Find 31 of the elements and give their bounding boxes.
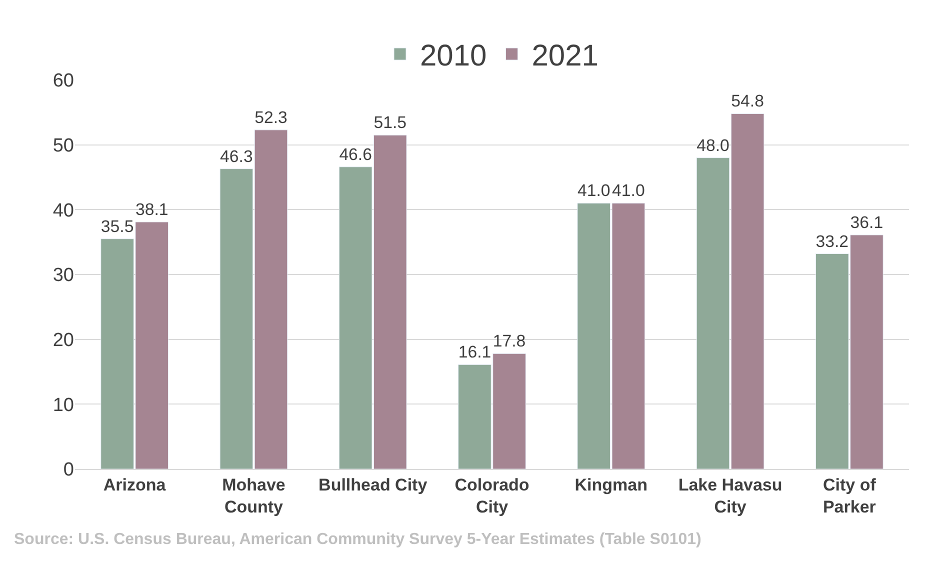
data-label: 46.3 (220, 146, 253, 166)
legend-label: 2021 (532, 40, 598, 73)
data-label: 16.1 (458, 342, 492, 362)
y-tick-label: 30 (52, 265, 74, 286)
data-label: 35.5 (100, 216, 134, 236)
x-tick-label: City of Parker (822, 475, 876, 516)
y-tick-label: 40 (52, 200, 74, 222)
x-tick-label: Mohave County (222, 475, 286, 516)
data-label: 48.0 (696, 136, 730, 155)
y-tick-label: 20 (52, 330, 74, 351)
data-label: 54.8 (731, 92, 764, 111)
data-label: 41.0 (577, 181, 610, 200)
data-label: 33.2 (816, 232, 849, 251)
x-tick-label: Arizona (103, 475, 166, 494)
data-label: 46.6 (339, 144, 372, 164)
y-tick-label: 0 (63, 460, 74, 481)
data-label: 17.8 (492, 332, 526, 351)
y-tick-label: 50 (52, 135, 74, 156)
x-tick-label: Lake Havasu City (678, 475, 782, 516)
data-label: 51.5 (374, 113, 407, 132)
data-label: 52.3 (254, 108, 288, 127)
y-tick-label: 60 (52, 70, 74, 92)
source-note: Source: U.S. Census Bureau, American Community Survey 5-Year Estimates (Table S0101) (14, 531, 702, 548)
y-tick-label: 10 (52, 394, 74, 416)
x-tick-label: Bullhead City (318, 475, 428, 494)
data-label: 41.0 (612, 181, 645, 200)
x-tick-label: Kingman (574, 475, 648, 494)
data-label: 36.1 (850, 212, 884, 232)
data-label: 38.1 (135, 200, 168, 220)
x-tick-label: Colorado City (454, 475, 530, 516)
legend-label: 2010 (420, 40, 487, 73)
